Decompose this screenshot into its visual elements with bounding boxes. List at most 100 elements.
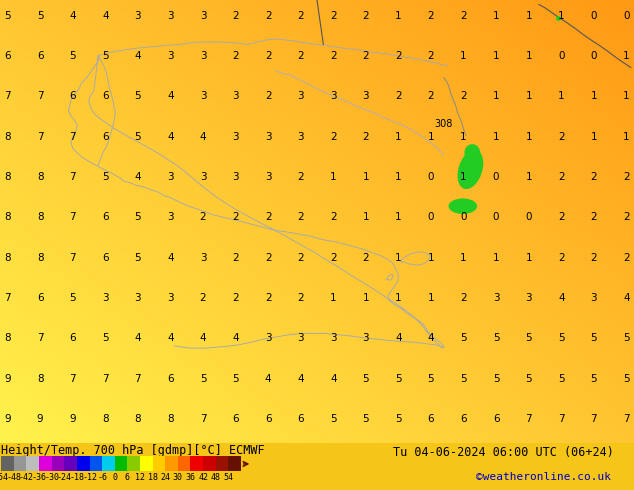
Text: 36: 36	[186, 473, 195, 482]
Bar	[27, 457, 39, 471]
Text: 5: 5	[395, 374, 402, 384]
Text: 7: 7	[70, 253, 76, 263]
Text: 8: 8	[37, 253, 44, 263]
Text: 7: 7	[70, 132, 76, 142]
Text: 6: 6	[493, 414, 500, 424]
Ellipse shape	[449, 198, 477, 214]
Text: 7: 7	[70, 172, 76, 182]
Bar	[153, 457, 165, 471]
Text: 3: 3	[134, 293, 141, 303]
Text: 24: 24	[160, 473, 171, 482]
Text: 1: 1	[395, 10, 402, 21]
Text: 3: 3	[297, 132, 304, 142]
Text: 3: 3	[102, 293, 108, 303]
Text: 2: 2	[590, 253, 597, 263]
Text: 0: 0	[112, 473, 117, 482]
Text: 1: 1	[493, 51, 500, 61]
Text: 3: 3	[232, 172, 239, 182]
Text: 7: 7	[102, 374, 108, 384]
Text: 2: 2	[623, 253, 630, 263]
Text: 4: 4	[167, 253, 174, 263]
Text: 2: 2	[395, 91, 402, 101]
Text: 3: 3	[363, 333, 369, 343]
Text: 2: 2	[265, 51, 271, 61]
Text: 5: 5	[526, 374, 532, 384]
Text: 6: 6	[297, 414, 304, 424]
Text: 1: 1	[460, 253, 467, 263]
Text: 2: 2	[265, 253, 271, 263]
Text: 1: 1	[395, 253, 402, 263]
Text: 1: 1	[526, 10, 532, 21]
Text: 2: 2	[460, 293, 467, 303]
Text: 9: 9	[37, 414, 44, 424]
Text: 7: 7	[70, 374, 76, 384]
Text: 0: 0	[558, 51, 564, 61]
Text: 8: 8	[4, 132, 11, 142]
Text: 8: 8	[4, 212, 11, 222]
Text: 4: 4	[102, 10, 108, 21]
Text: 2: 2	[232, 10, 239, 21]
Text: 6: 6	[102, 212, 108, 222]
Text: 1: 1	[428, 293, 434, 303]
Text: -54: -54	[0, 473, 9, 482]
Text: 2: 2	[330, 132, 337, 142]
Text: 0: 0	[428, 212, 434, 222]
Text: 0: 0	[493, 172, 500, 182]
Text: 1: 1	[460, 132, 467, 142]
Text: 0: 0	[591, 10, 597, 21]
Bar	[14, 457, 27, 471]
Bar	[203, 457, 216, 471]
Text: 5: 5	[460, 333, 467, 343]
Text: 5: 5	[590, 333, 597, 343]
Text: 308: 308	[435, 119, 453, 129]
Text: 3: 3	[493, 293, 500, 303]
Text: 5: 5	[70, 51, 76, 61]
Text: 0: 0	[493, 212, 500, 222]
Text: 2: 2	[428, 10, 434, 21]
Text: -6: -6	[97, 473, 107, 482]
Text: 2: 2	[297, 293, 304, 303]
Text: 8: 8	[134, 414, 141, 424]
Text: 1: 1	[590, 91, 597, 101]
Text: 3: 3	[265, 172, 271, 182]
Text: 3: 3	[297, 333, 304, 343]
Text: 5: 5	[623, 374, 630, 384]
Text: 0: 0	[591, 51, 597, 61]
Text: -30: -30	[44, 473, 59, 482]
Text: 4: 4	[297, 374, 304, 384]
Text: Height/Temp. 700 hPa [gdmp][°C] ECMWF: Height/Temp. 700 hPa [gdmp][°C] ECMWF	[1, 444, 265, 457]
Text: 4: 4	[167, 132, 174, 142]
Text: 1: 1	[558, 91, 564, 101]
Text: 4: 4	[134, 51, 141, 61]
Text: 1: 1	[363, 212, 369, 222]
Text: 1: 1	[363, 293, 369, 303]
Text: 6: 6	[232, 414, 239, 424]
Text: 1: 1	[526, 253, 532, 263]
Text: 1: 1	[330, 293, 337, 303]
Text: 6: 6	[102, 253, 108, 263]
Text: 3: 3	[167, 172, 174, 182]
Text: 8: 8	[37, 212, 44, 222]
Text: 2: 2	[558, 132, 564, 142]
Text: 6: 6	[125, 473, 130, 482]
Text: 2: 2	[558, 212, 564, 222]
Text: 3: 3	[200, 172, 206, 182]
Text: 2: 2	[265, 10, 271, 21]
Text: 3: 3	[232, 91, 239, 101]
Bar	[165, 457, 178, 471]
Text: 5: 5	[493, 333, 500, 343]
Bar	[52, 457, 64, 471]
Text: 18: 18	[148, 473, 158, 482]
Text: 0: 0	[623, 10, 630, 21]
Text: 2: 2	[623, 212, 630, 222]
Text: 7: 7	[4, 91, 11, 101]
Text: 3: 3	[134, 10, 141, 21]
Text: 6: 6	[460, 414, 467, 424]
Text: 0: 0	[526, 212, 532, 222]
Text: 7: 7	[558, 414, 564, 424]
Text: 6: 6	[70, 91, 76, 101]
Text: 5: 5	[558, 374, 564, 384]
Text: 5: 5	[428, 374, 434, 384]
Text: 2: 2	[232, 212, 239, 222]
Text: 6: 6	[102, 132, 108, 142]
